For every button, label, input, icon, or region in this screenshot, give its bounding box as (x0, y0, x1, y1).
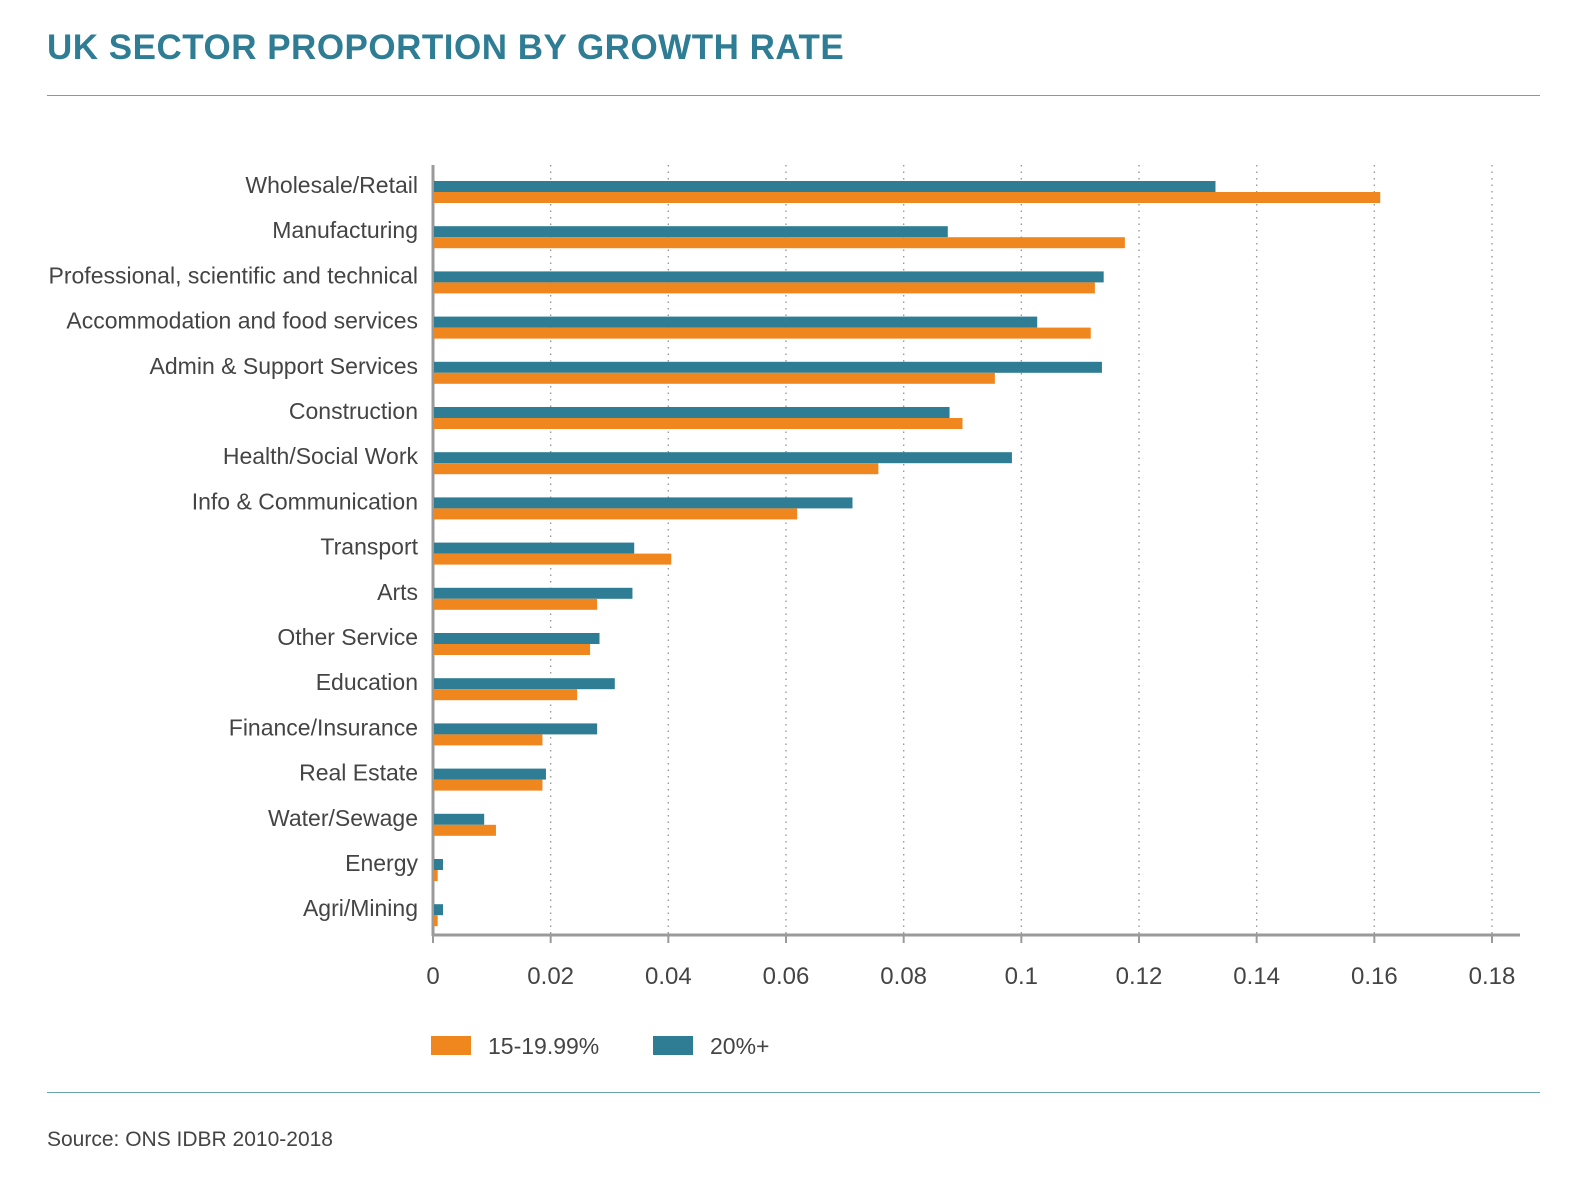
bar-15-19 (434, 734, 543, 746)
x-tick-label: 0 (426, 963, 439, 990)
bar-20plus (434, 678, 615, 690)
bar-15-19 (434, 327, 1091, 339)
bar-15-19 (434, 824, 496, 836)
bar-15-19 (434, 689, 578, 701)
bar-20plus (434, 407, 950, 418)
category-label: Finance/Insurance (229, 714, 418, 740)
bar-20plus (434, 723, 598, 735)
category-label: Water/Sewage (268, 805, 418, 831)
category-label: Transport (320, 534, 418, 560)
x-tick-label: 0.12 (1116, 963, 1163, 990)
bar-20plus (434, 226, 948, 238)
bar-20plus (434, 181, 1216, 192)
bar-20plus (434, 542, 635, 554)
x-tick-label: 0.02 (527, 963, 574, 990)
bar-15-19 (434, 915, 438, 927)
category-label: Professional, scientific and technical (49, 262, 418, 288)
bar-15-19 (434, 508, 798, 520)
x-tick-label: 0.18 (1469, 963, 1516, 990)
x-tick-label: 0.06 (763, 963, 810, 990)
bar-15-19 (434, 372, 995, 384)
category-label: Agri/Mining (303, 895, 418, 921)
legend-label: 15-19.99% (488, 1033, 599, 1059)
bar-20plus (434, 316, 1038, 328)
category-label: Info & Communication (192, 488, 418, 514)
category-label: Health/Social Work (223, 443, 419, 469)
bar-15-19 (434, 282, 1095, 294)
category-label: Arts (377, 579, 418, 605)
chart-title: UK SECTOR PROPORTION BY GROWTH RATE (47, 28, 845, 67)
bar-20plus (434, 271, 1104, 283)
bar-20plus (434, 633, 600, 644)
bar-15-19 (434, 463, 879, 475)
bar-20plus (434, 452, 1012, 464)
title-divider (47, 95, 1540, 96)
bar-15-19 (434, 237, 1125, 249)
footer-divider (47, 1092, 1540, 1093)
bar-15-19 (434, 870, 438, 881)
legend-swatch (653, 1036, 693, 1055)
x-tick-label: 0.08 (880, 963, 927, 990)
bar-15-19 (434, 779, 543, 791)
bar-20plus (434, 361, 1102, 373)
category-label: Real Estate (299, 760, 418, 786)
x-tick-label: 0.04 (645, 963, 692, 990)
bar-15-19 (434, 192, 1381, 203)
category-label: Energy (345, 850, 418, 876)
category-label: Other Service (277, 624, 418, 650)
bar-20plus (434, 859, 444, 870)
bar-15-19 (434, 598, 598, 610)
bar-chart: 0 0.02 0.04 0.06 0.08 0.1 0.12 0.14 0.16 0.18 Whol… (49, 165, 1520, 1059)
category-label: Accommodation and food services (66, 308, 418, 334)
bar-15-19 (434, 553, 672, 565)
bar-15-19 (434, 644, 591, 655)
bar-20plus (434, 813, 485, 825)
source-note: Source: ONS IDBR 2010-2018 (47, 1128, 333, 1151)
bar-20plus (434, 587, 633, 599)
x-tick-label: 0.16 (1351, 963, 1398, 990)
bar-15-19 (434, 418, 963, 429)
category-label: Admin & Support Services (150, 353, 418, 379)
category-label: Manufacturing (272, 217, 418, 243)
category-label: Education (316, 669, 418, 695)
legend-label: 20%+ (710, 1033, 769, 1059)
bar-20plus (434, 768, 546, 780)
x-tick-label: 0.14 (1233, 963, 1280, 990)
legend-swatch (431, 1036, 471, 1055)
x-tick-label: 0.1 (1005, 963, 1038, 990)
category-label: Construction (289, 398, 418, 424)
bar-20plus (434, 497, 853, 509)
category-label: Wholesale/Retail (245, 172, 418, 198)
bar-20plus (434, 904, 444, 916)
